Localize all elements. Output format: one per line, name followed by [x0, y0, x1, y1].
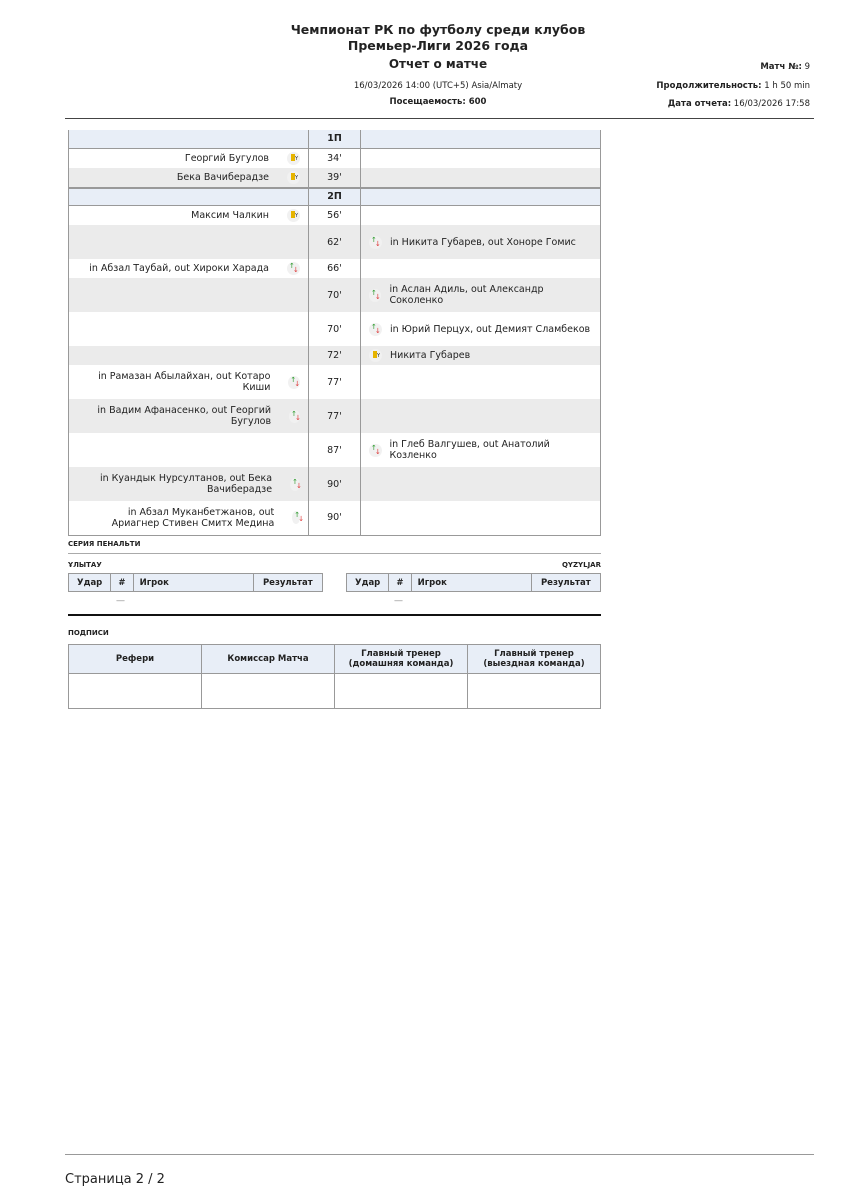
event-row: 87' in Глеб Валгушев, out Анатолий Козлен… — [68, 433, 601, 467]
col-referee: Рефери — [68, 644, 202, 674]
col-result: Результат — [252, 573, 324, 592]
event-minute: 66' — [308, 259, 361, 278]
event-minute: 56' — [308, 205, 361, 225]
event-text: Бека Вачиберадзе — [176, 171, 269, 183]
col-player: Игрок — [132, 573, 254, 592]
event-text: Георгий Бугулов — [184, 152, 269, 164]
col-home-coach: Главный тренер (домашняя команда) — [334, 644, 468, 674]
event-text: in Абзал Муканбетжанов, out Ариагнер Сти… — [111, 506, 275, 529]
col-result: Результат — [530, 573, 602, 592]
home-penalties-empty: — — [116, 596, 125, 606]
event-minute: 70' — [308, 312, 361, 346]
event-minute: 34' — [308, 148, 361, 168]
home-penalties-table: Удар # Игрок Результат — [67, 573, 324, 592]
event-text: Никита Губарев — [390, 350, 471, 361]
away-coach-signature — [467, 673, 601, 709]
event-text: in Аслан Адиль, out Александр Соколенко — [389, 284, 544, 306]
away-penalties-table: Удар # Игрок Результат — [345, 573, 602, 592]
substitution-icon — [369, 234, 382, 251]
event-minute: 70' — [308, 278, 361, 312]
match-number: Матч №: 9 — [760, 62, 810, 72]
report-subtitle: Отчет о матче — [388, 57, 488, 71]
substitution-icon — [290, 476, 302, 493]
yellow-card-icon — [287, 170, 300, 184]
event-minute: 72' — [308, 346, 361, 365]
substitution-icon — [287, 260, 300, 277]
event-row: in Рамазан Абылайхан, out Котаро Киши 77' — [68, 365, 601, 399]
event-row: 70' in Аслан Адиль, out Александр Соколен… — [68, 278, 601, 312]
event-text: Максим Чалкин — [191, 210, 269, 221]
col-commissioner: Комиссар Матча — [201, 644, 335, 674]
event-minute: 90' — [308, 501, 361, 536]
event-row: 70' in Юрий Перцух, out Демият Сламбеков — [68, 312, 601, 346]
footer-divider — [65, 1154, 814, 1155]
substitution-icon — [288, 374, 300, 391]
duration: Продолжительность: 1 h 50 min — [656, 81, 810, 91]
yellow-card-icon — [287, 151, 300, 165]
event-row: 72' Никита Губарев — [68, 346, 601, 365]
report-date: Дата отчета: 16/03/2026 17:58 — [667, 99, 810, 109]
event-text: in Никита Губарев, out Хоноре Гомис — [390, 236, 576, 248]
col-away-coach: Главный тренер (выездная команда) — [467, 644, 601, 674]
commissioner-signature — [201, 673, 335, 709]
event-text: in Абзал Таубай, out Хироки Харада — [89, 263, 269, 274]
col-player: Игрок — [410, 573, 532, 592]
event-text: in Юрий Перцух, out Демият Сламбеков — [390, 323, 591, 335]
yellow-card-icon — [369, 349, 382, 362]
event-row: in Абзал Муканбетжанов, out Ариагнер Сти… — [68, 501, 601, 536]
substitution-icon — [369, 321, 382, 338]
divider — [68, 553, 601, 554]
event-minute: 39' — [308, 167, 361, 188]
report-title: Чемпионат РК по футболу среди клубов Прем… — [290, 22, 586, 53]
event-row: Георгий Бугулов 34' — [68, 148, 601, 168]
event-row: Бека Вачиберадзе 39' — [68, 167, 601, 188]
page-number: Страница 2 / 2 — [65, 1172, 165, 1187]
home-coach-signature — [334, 673, 468, 709]
event-row: Максим Чалкин 56' — [68, 205, 601, 225]
event-minute: 62' — [308, 225, 361, 259]
col-shot: Удар — [345, 573, 390, 592]
period-label: 2П — [308, 186, 361, 206]
divider — [68, 614, 601, 616]
match-datetime: 16/03/2026 14:00 (UTC+5) Asia/Almaty — [353, 81, 523, 91]
event-text: in Рамазан Абылайхан, out Котаро Киши — [98, 371, 271, 393]
period-header: 2П — [68, 186, 601, 206]
away-penalties-empty: — — [394, 596, 403, 606]
referee-signature — [68, 673, 202, 709]
col-number: # — [110, 573, 134, 592]
events-table: 1П Георгий Бугулов 34' Бека Вачиберадзе 39'2… — [68, 130, 601, 536]
event-row: in Куандык Нурсултанов, out Бека Вачибер… — [68, 467, 601, 501]
penalties-title: СЕРИЯ ПЕНАЛЬТИ — [68, 540, 141, 548]
event-minute: 87' — [308, 433, 361, 467]
substitution-icon — [292, 509, 304, 526]
period-label: 1П — [308, 130, 361, 149]
event-minute: 77' — [308, 399, 361, 433]
period-header: 1П — [68, 130, 601, 149]
col-shot: Удар — [67, 573, 112, 592]
home-team-name: ҰЛЫТАУ — [68, 561, 102, 569]
event-row: in Вадим Афанасенко, out Георгий Бугулов… — [68, 399, 601, 433]
substitution-icon — [369, 442, 382, 459]
divider — [65, 118, 814, 119]
signatures-title: ПОДПИСИ — [68, 629, 109, 637]
col-number: # — [388, 573, 412, 592]
event-row: 62' in Никита Губарев, out Хоноре Гомис — [68, 225, 601, 259]
yellow-card-icon — [287, 209, 300, 222]
event-row: in Абзал Таубай, out Хироки Харада 66' — [68, 259, 601, 278]
event-text: in Куандык Нурсултанов, out Бека Вачибер… — [99, 473, 273, 495]
substitution-icon — [289, 408, 301, 425]
event-text: in Вадим Афанасенко, out Георгий Бугулов — [97, 405, 272, 427]
away-team-name: QYZYLJAR — [561, 561, 601, 569]
event-text: in Глеб Валгушев, out Анатолий Козленко — [389, 439, 550, 461]
attendance: Посещаемость: 600 — [389, 97, 487, 107]
substitution-icon — [369, 287, 382, 304]
event-minute: 90' — [308, 467, 361, 501]
signatures-table: Рефери Комиссар Матча Главный тренер (дома… — [68, 644, 601, 709]
event-minute: 77' — [308, 365, 361, 399]
